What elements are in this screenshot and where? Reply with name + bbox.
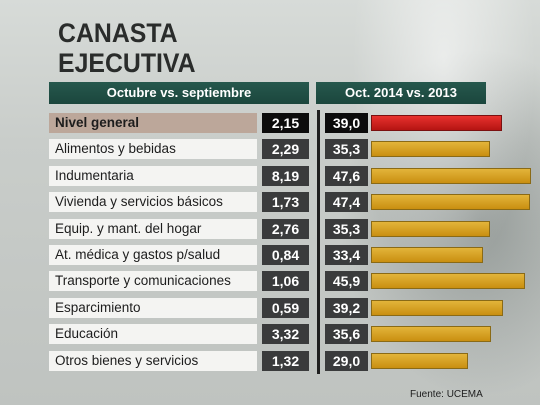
monthly-value: 1,32 (262, 350, 309, 371)
table-row: At. médica y gastos p/salud 0,84 33,4 (49, 242, 509, 268)
yearly-value: 35,3 (325, 218, 368, 239)
table-row: Vivienda y servicios básicos 1,73 47,4 (49, 189, 530, 215)
yearly-bar (371, 246, 483, 263)
monthly-value: 0,84 (262, 244, 309, 265)
yearly-bar (371, 299, 503, 316)
table-row: Educación 3,32 35,6 (49, 321, 509, 347)
yearly-bar (371, 141, 490, 158)
category-label: Transporte y comunicaciones (49, 271, 257, 292)
yearly-value: 35,3 (325, 139, 368, 160)
table-row: Transporte y comunicaciones 1,06 45,9 (49, 268, 525, 294)
category-label: Educación (49, 324, 257, 345)
column-divider (317, 110, 320, 374)
header-yearly: Oct. 2014 vs. 2013 (316, 82, 486, 104)
yearly-bar (371, 167, 531, 184)
category-label: Esparcimiento (49, 297, 257, 318)
yearly-value: 39,2 (325, 297, 368, 318)
data-table: Nivel general 2,15 39,0 Alimentos y bebidas… (49, 110, 531, 374)
monthly-value: 1,73 (262, 192, 309, 213)
category-label: Nivel general (49, 113, 257, 133)
table-row: Equip. y mant. del hogar 2,76 35,3 (49, 216, 509, 242)
yearly-value: 33,4 (325, 244, 368, 265)
yearly-bar (371, 273, 525, 290)
yearly-value: 47,6 (325, 165, 368, 186)
category-label: Alimentos y bebidas (49, 139, 257, 160)
category-label: Vivienda y servicios básicos (49, 192, 257, 213)
monthly-value: 0,59 (262, 297, 309, 318)
title-line-1: CANASTA (58, 18, 178, 48)
yearly-bar (371, 115, 502, 131)
yearly-value: 47,4 (325, 192, 368, 213)
table-row: Esparcimiento 0,59 39,2 (49, 295, 509, 321)
source-note: Fuente: UCEMA (410, 389, 483, 400)
table-row: Indumentaria 8,19 47,6 (49, 163, 531, 189)
title-line-2: EJECUTIVA (58, 48, 196, 78)
yearly-bar (371, 352, 468, 369)
yearly-bar (371, 326, 491, 343)
monthly-value: 2,76 (262, 218, 309, 239)
monthly-value: 8,19 (262, 165, 309, 186)
yearly-bar (371, 220, 490, 237)
category-label: At. médica y gastos p/salud (49, 244, 257, 265)
category-label: Equip. y mant. del hogar (49, 218, 257, 239)
table-row: Alimentos y bebidas 2,29 35,3 (49, 136, 509, 162)
table-row: Nivel general 2,15 39,0 (49, 110, 509, 136)
yearly-value: 29,0 (325, 350, 368, 371)
yearly-value: 39,0 (325, 113, 368, 133)
header-monthly: Octubre vs. septiembre (49, 82, 309, 104)
category-label: Indumentaria (49, 165, 257, 186)
monthly-value: 2,29 (262, 139, 309, 160)
yearly-value: 35,6 (325, 324, 368, 345)
monthly-value: 3,32 (262, 324, 309, 345)
yearly-bar (371, 194, 530, 211)
monthly-value: 2,15 (262, 113, 309, 133)
table-row: Otros bienes y servicios 1,32 29,0 (49, 348, 509, 374)
yearly-value: 45,9 (325, 271, 368, 292)
monthly-value: 1,06 (262, 271, 309, 292)
category-label: Otros bienes y servicios (49, 350, 257, 371)
